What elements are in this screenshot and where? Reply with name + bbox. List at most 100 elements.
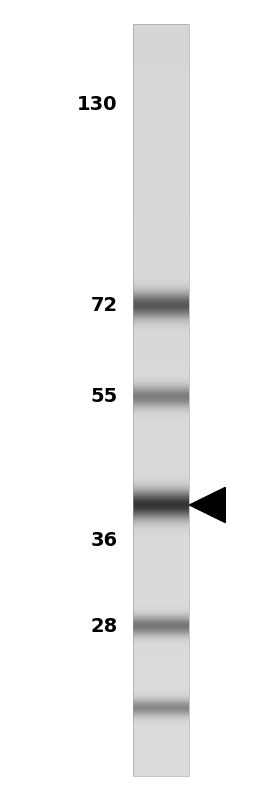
Bar [133,440,189,442]
Bar [133,239,189,242]
Bar [133,282,189,285]
Bar [133,520,189,523]
Bar [133,482,189,486]
Bar [133,262,189,265]
Bar [133,56,189,59]
Bar [133,292,189,294]
Bar [133,382,189,385]
Bar [133,400,189,402]
Bar [133,748,189,751]
Bar [133,24,189,776]
Bar [133,673,189,676]
Bar [133,390,189,393]
Bar [133,545,189,548]
Bar [133,527,189,530]
Bar [133,169,189,172]
Bar [133,650,189,653]
Bar [133,312,189,314]
Bar [133,633,189,636]
Bar [133,746,189,749]
Bar [133,76,189,79]
Bar [133,648,189,650]
Bar [133,26,189,29]
Bar [133,442,189,445]
Bar [133,575,189,578]
Bar [133,580,189,583]
Bar [133,585,189,588]
Bar [133,513,189,515]
Bar [133,701,189,703]
Bar [133,655,189,658]
Bar [133,555,189,558]
Bar [133,136,189,139]
Bar [133,735,189,738]
Bar [133,29,189,31]
Bar [133,626,189,628]
Bar [133,582,189,586]
Bar [133,202,189,205]
Bar [133,31,189,34]
Bar [133,249,189,252]
Bar [133,487,189,490]
Bar [133,708,189,711]
Bar [133,186,189,190]
Bar [133,723,189,726]
Bar [133,367,189,370]
Bar [133,630,189,633]
Bar [133,763,189,766]
Bar [133,432,189,435]
Bar [133,600,189,603]
Bar [133,610,189,613]
Bar [133,82,189,84]
Bar [133,710,189,714]
Bar [133,420,189,422]
Bar [133,51,189,54]
Bar [133,154,189,157]
Bar [133,197,189,199]
Bar [133,277,189,280]
Bar [133,304,189,307]
Bar [133,297,189,300]
Bar [133,507,189,510]
Bar [133,422,189,425]
Bar [133,770,189,774]
Bar [133,189,189,192]
Bar [133,166,189,170]
Bar [133,191,189,194]
Bar [133,322,189,325]
Bar [133,412,189,415]
Bar [133,492,189,495]
Bar [133,211,189,214]
Bar [133,620,189,623]
Bar [133,252,189,254]
Bar [133,317,189,320]
Bar [133,726,189,728]
Bar [133,109,189,112]
Bar [133,542,189,546]
Bar [133,690,189,694]
Bar [133,668,189,670]
Bar [133,64,189,66]
Bar [133,502,189,506]
Bar [133,302,189,305]
Bar [133,628,189,630]
Text: 72: 72 [91,296,118,315]
Bar [133,232,189,234]
Bar [133,194,189,197]
Bar [133,78,189,82]
Bar [133,622,189,626]
Bar [133,314,189,318]
Bar [133,405,189,407]
Bar [133,214,189,217]
Bar [133,505,189,508]
Bar [133,385,189,387]
Bar [133,102,189,104]
Bar [133,379,189,382]
Bar [133,565,189,568]
Bar [133,475,189,478]
Bar [133,345,189,347]
Bar [133,286,189,290]
Bar [133,613,189,615]
Bar [133,605,189,608]
Bar [133,658,189,661]
